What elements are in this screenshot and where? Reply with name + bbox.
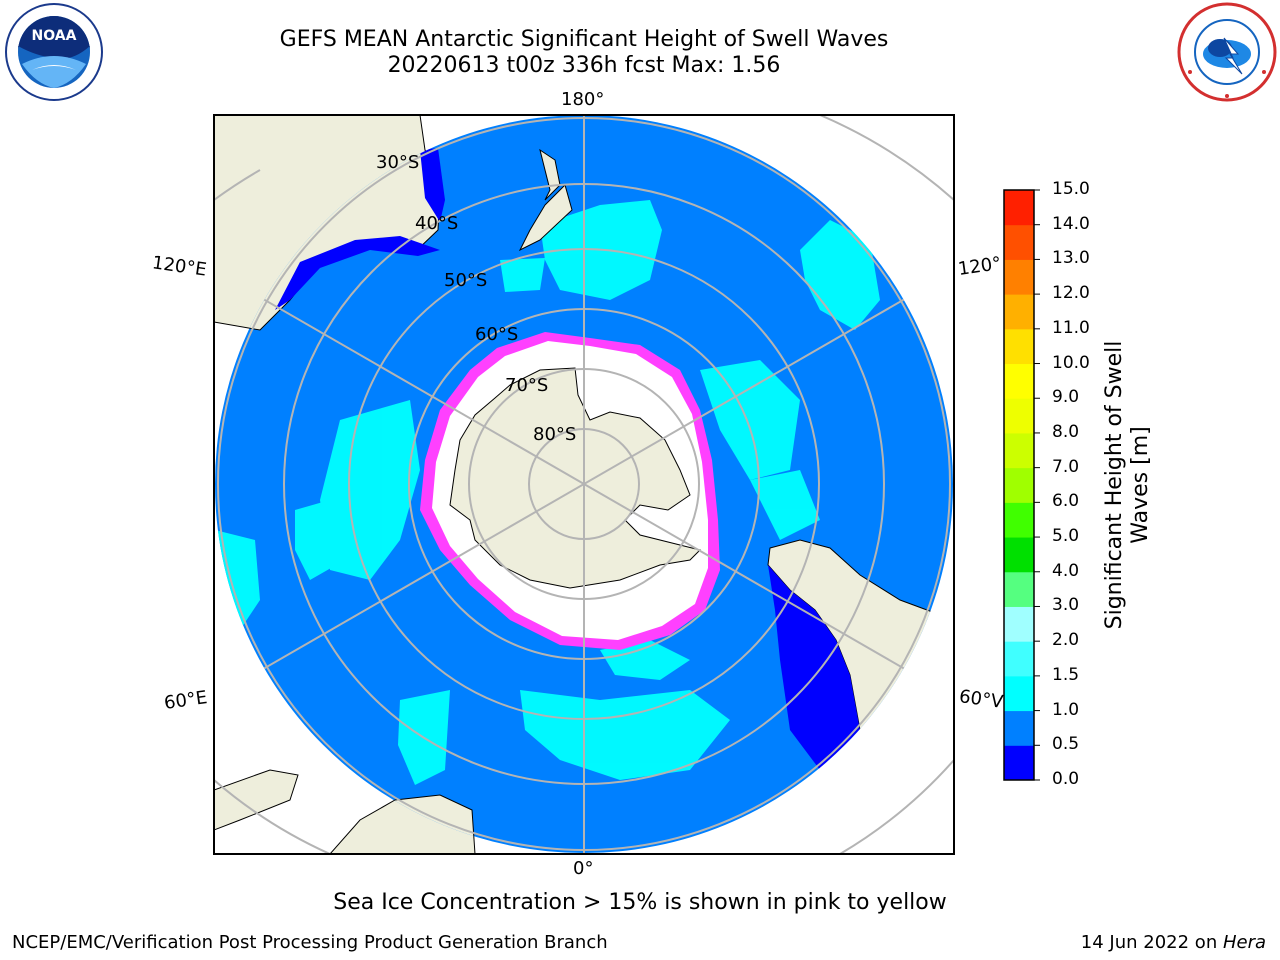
colorbar-frame: [1003, 189, 1035, 781]
colorbar-bin: [1004, 571, 1034, 607]
noaa-logo: NOAA: [5, 3, 103, 101]
colorbar-tick-label: 2.0: [1052, 630, 1080, 651]
colorbar-tick-label: 7.0: [1052, 456, 1080, 477]
lat-label-60s: 60°S: [475, 324, 519, 345]
footer-date-text: 14 Jun 2022 on: [1080, 932, 1223, 953]
sea-ice-note: Sea Ice Concentration > 15% is shown in …: [333, 890, 947, 915]
colorbar-tick-label: 12.0: [1052, 283, 1090, 304]
lat-label-30s: 30°S: [376, 152, 420, 173]
colorbar-tick-label: 6.0: [1052, 491, 1080, 512]
lat-label-50s: 50°S: [444, 270, 488, 291]
footer-host: Hera: [1222, 932, 1266, 953]
colorbar-tick-label: 9.0: [1052, 387, 1080, 408]
colorbar-tick-label: 14.0: [1052, 213, 1090, 234]
colorbar-tick-label: 8.0: [1052, 421, 1080, 442]
colorbar-bin: [1004, 259, 1034, 295]
colorbar-tick-label: 11.0: [1052, 317, 1090, 338]
chart-title: GEFS MEAN Antarctic Significant Height o…: [279, 27, 889, 52]
chart-subtitle: 20220613 t00z 336h fcst Max: 1.56: [387, 53, 781, 78]
colorbar-tick-label: 1.0: [1052, 699, 1080, 720]
colorbar-bin: [1004, 224, 1034, 260]
colorbar-bin: [1004, 190, 1034, 226]
colorbar-bin: [1004, 294, 1034, 330]
colorbar-label-line2: Waves [m]: [1128, 426, 1153, 544]
footer-date: 14 Jun 2022 on Hera: [1081, 932, 1266, 953]
lon-label-180: 180°: [561, 89, 605, 110]
colorbar-label: Significant Height of Swell Waves [m]: [1102, 341, 1154, 630]
colorbar-bin: [1004, 363, 1034, 399]
footer-credit: NCEP/EMC/Verification Post Processing Pr…: [12, 932, 608, 953]
lat-label-70s: 70°S: [505, 375, 549, 396]
colorbar-bin: [1004, 328, 1034, 365]
colorbar-bin: [1004, 675, 1034, 712]
colorbar-bin: [1004, 745, 1034, 781]
map-frame: [213, 114, 955, 855]
lon-label-0: 0°: [573, 858, 594, 879]
colorbar: [1003, 189, 1040, 781]
colorbar-tick-label: 0.0: [1052, 769, 1080, 789]
nws-logo: [1177, 2, 1277, 102]
lat-label-40s: 40°S: [415, 213, 459, 234]
colorbar-bin: [1004, 432, 1034, 469]
colorbar-tick-label: 10.0: [1052, 352, 1090, 373]
colorbar-bin: [1004, 641, 1034, 677]
colorbar-bin: [1004, 606, 1034, 642]
mid-swell-regions: [215, 200, 880, 785]
noaa-logo-text: NOAA: [32, 28, 77, 44]
lat-label-80s: 80°S: [533, 424, 577, 445]
colorbar-tick-label: 5.0: [1052, 526, 1080, 547]
colorbar-tick-label: 15.0: [1052, 179, 1090, 199]
colorbar-bin: [1004, 398, 1034, 434]
colorbar-bin: [1004, 710, 1034, 746]
colorbar-bin: [1004, 502, 1034, 538]
colorbar-tick-label: 1.5: [1052, 664, 1080, 685]
colorbar-tick-label: 13.0: [1052, 248, 1090, 269]
colorbar-bin: [1004, 537, 1034, 573]
colorbar-label-line1: Significant Height of Swell: [1102, 340, 1127, 630]
colorbar-tick-label: 3.0: [1052, 595, 1080, 616]
low-swell-region: [768, 565, 872, 800]
colorbar-bin: [1004, 467, 1034, 503]
graticule: [217, 115, 951, 853]
colorbar-tick-label: 4.0: [1052, 560, 1080, 581]
colorbar-tick-label: 0.5: [1052, 734, 1080, 755]
